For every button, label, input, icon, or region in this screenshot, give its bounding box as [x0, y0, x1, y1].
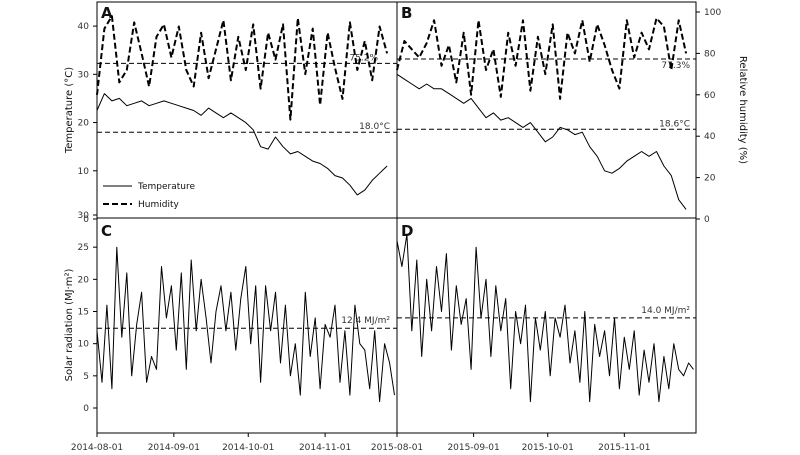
x-tick-label-right-3: 2015-11-01 — [598, 443, 650, 453]
panel-a-temp-mean-label: 18.0°C — [359, 122, 390, 132]
temp-tick-label-0: 0 — [83, 215, 89, 225]
x-tick-label-right-1: 2015-09-01 — [447, 443, 499, 453]
legend-humidity-label: Humidity — [138, 200, 179, 210]
humidity-tick-label-0: 0 — [704, 215, 710, 225]
temperature-axis-label: Temperature (°C) — [64, 67, 75, 154]
solar-tick-label-2: 10 — [78, 340, 90, 350]
solar-tick-label-4: 20 — [78, 275, 90, 285]
humidity-tick-label-3: 60 — [704, 91, 716, 101]
solar-tick-label-1: 5 — [83, 372, 89, 382]
solar-tick-label-6: 30 — [78, 211, 90, 221]
x-tick-label-left-2: 2014-10-01 — [222, 443, 274, 453]
panel-b-letter: B — [401, 4, 412, 22]
panel-a-humidity-line — [96, 15, 389, 121]
panel-b-humidity-line — [396, 17, 688, 100]
legend: Temperature Humidity — [103, 182, 195, 210]
legend-temperature-label: Temperature — [137, 182, 195, 192]
humidity-tick-label-2: 40 — [704, 132, 716, 142]
solar-tick-label-3: 15 — [78, 308, 89, 318]
x-tick-label-right-2: 2015-10-01 — [522, 443, 574, 453]
temp-tick-label-2: 20 — [78, 119, 90, 129]
panel-d-solar-mean-label: 14.0 MJ/m² — [641, 306, 690, 316]
temp-tick-label-1: 10 — [78, 167, 90, 177]
humidity-tick-label-4: 80 — [704, 49, 716, 59]
panel-d-frame — [396, 217, 697, 434]
panel-c-letter: C — [101, 222, 112, 240]
temp-tick-label-4: 40 — [78, 22, 90, 32]
panel-a-temperature-line — [96, 93, 388, 196]
panel-a-letter: A — [101, 4, 113, 22]
humidity-tick-label-5: 100 — [704, 8, 721, 18]
panel-d-letter: D — [401, 222, 413, 240]
temp-tick-label-3: 30 — [78, 70, 90, 80]
solar-axis-label: Solar radiation (MJ·m²) — [64, 269, 75, 382]
panel-a-humidity-mean-label: 75.2% — [349, 53, 378, 63]
x-tick-label-left-1: 2014-09-01 — [148, 443, 200, 453]
x-tick-label-left-3: 2014-11-01 — [299, 443, 351, 453]
reference-lines-layer: 18.0°C 75.2% 18.6°C 77.3% 12.4 MJ/m² 14.0 MJ/… — [97, 53, 696, 329]
humidity-axis-label: Relative humidity (%) — [737, 56, 748, 164]
series-layer — [96, 15, 694, 403]
solar-tick-label-5: 25 — [78, 243, 89, 253]
panel-b-temp-mean-label: 18.6°C — [659, 119, 690, 129]
panel-c-solar-radiation-line — [96, 246, 395, 403]
x-tick-label-right-0: 2015-08-01 — [371, 443, 423, 453]
panel-c-solar-mean-label: 12.4 MJ/m² — [341, 316, 390, 326]
panel-b-humidity-mean-label: 77.3% — [661, 61, 690, 71]
solar-tick-label-0: 0 — [83, 404, 89, 414]
ticks-layer: 2014-08-01 2014-09-01 2014-10-01 2014-11-01… — [71, 8, 722, 453]
panel-d-solar-radiation-line — [396, 233, 694, 403]
humidity-tick-label-1: 20 — [704, 174, 716, 184]
panel-b-temperature-line — [396, 73, 687, 210]
x-tick-label-left-0: 2014-08-01 — [71, 443, 123, 453]
